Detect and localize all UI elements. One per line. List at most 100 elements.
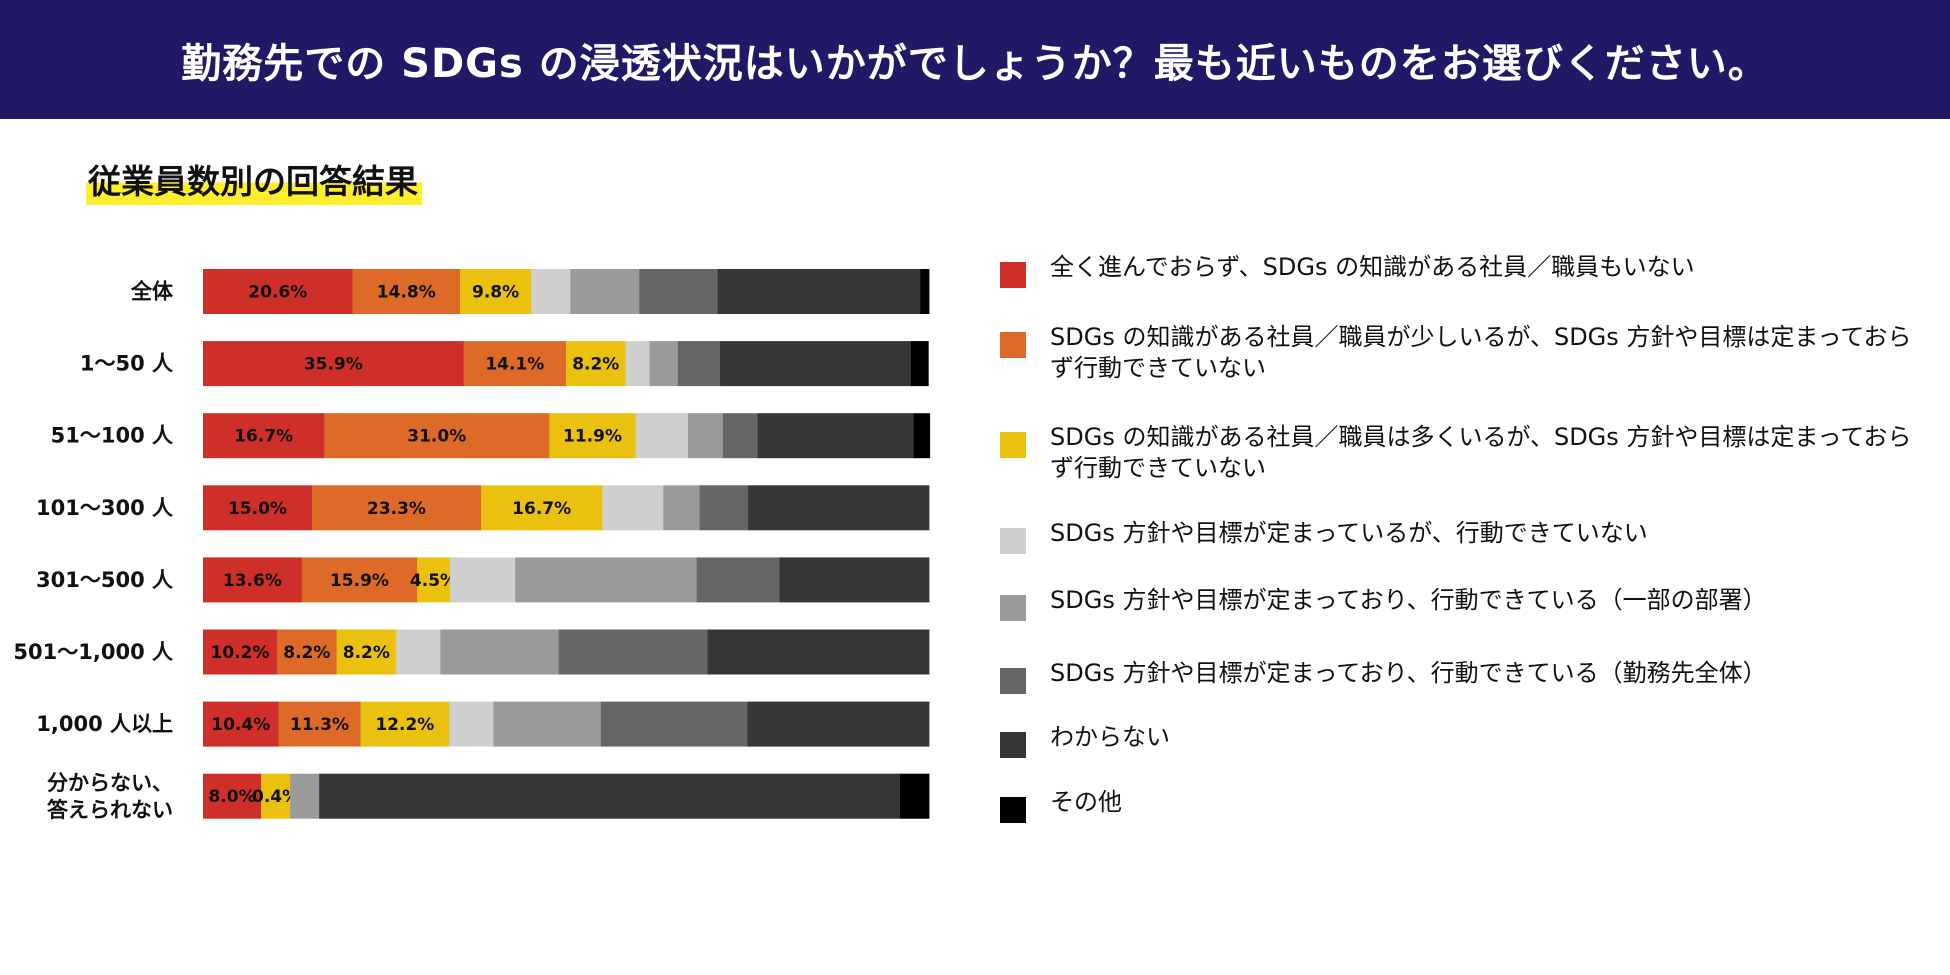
data-label: 8.2% <box>283 643 330 663</box>
category-label: 答えられない <box>47 798 173 822</box>
bar-segment <box>558 629 708 675</box>
data-label: 13.6% <box>223 571 282 591</box>
category-label: 501〜1,000 人 <box>13 640 173 664</box>
bar-segment <box>899 773 930 819</box>
bar-segment <box>639 269 719 314</box>
data-label: 35.9% <box>304 355 363 375</box>
legend-swatch <box>1000 797 1026 823</box>
bar-segment <box>570 269 640 314</box>
bar-segment <box>301 557 418 603</box>
data-label: 9.8% <box>472 283 519 303</box>
data-label: 14.8% <box>377 283 436 303</box>
data-label: 8.2% <box>572 355 619 375</box>
bar-segment <box>913 413 931 459</box>
data-label: 14.1% <box>485 355 544 375</box>
data-label: 20.6% <box>248 283 307 303</box>
legend-label: SDGs の知識がある社員／職員は多くいるが、SDGs 方針や目標は定まっておら… <box>1050 423 1912 482</box>
legend-swatch <box>1000 262 1026 288</box>
data-label: 10.2% <box>211 643 270 663</box>
legend-item: SDGs の知識がある社員／職員は多くいるが、SDGs 方針や目標は定まっておら… <box>1000 422 1930 484</box>
category-label: 51〜100 人 <box>51 424 173 448</box>
bar-segment <box>625 341 650 387</box>
bar-segment <box>324 413 550 459</box>
category-label: 全体 <box>130 280 174 304</box>
data-label: 23.3% <box>367 499 426 519</box>
bar-segment <box>649 341 679 387</box>
legend-item: 全く進んでおらず、SDGs の知識がある社員／職員もいない <box>1000 252 1930 288</box>
legend-item: SDGs 方針や目標が定まっているが、行動できていない <box>1000 518 1930 554</box>
bar-segment <box>449 557 516 603</box>
bar-segment <box>779 557 930 603</box>
bar-segment <box>493 701 602 747</box>
bar-segment <box>203 557 303 603</box>
page-title: 勤務先での SDGs の浸透状況はいかがでしょうか？最も近いものをお選びください… <box>181 40 1769 87</box>
legend-item: その他 <box>1000 787 1930 823</box>
bar-segment <box>677 341 721 387</box>
bar-segment <box>203 629 278 675</box>
data-label: 11.3% <box>290 715 349 735</box>
bar-segment <box>311 485 482 531</box>
bar-segment <box>531 269 571 314</box>
bar-segment <box>290 773 320 819</box>
bar-segment <box>460 269 532 314</box>
legend-swatch <box>1000 332 1026 358</box>
data-label: 12.2% <box>375 715 434 735</box>
bar-segment <box>203 341 465 387</box>
category-label: 1,000 人以上 <box>36 712 173 736</box>
bar-segment <box>696 557 780 603</box>
bar-segment <box>910 341 929 387</box>
bar-segment <box>515 557 698 603</box>
bar-segment <box>699 485 749 531</box>
bar-segment <box>360 701 450 747</box>
bar-segment <box>203 485 313 531</box>
legend-label: SDGs 方針や目標が定まっているが、行動できていない <box>1050 519 1648 547</box>
bar-segment <box>707 629 930 675</box>
bar-segment <box>203 773 262 819</box>
category-label: 1〜50 人 <box>80 352 173 376</box>
legend-swatch <box>1000 732 1026 758</box>
legend-label: SDGs 方針や目標が定まっており、行動できている（勤務先全体） <box>1050 659 1767 687</box>
bar-segment <box>449 701 494 747</box>
bar-segment <box>396 629 441 675</box>
legend-item: SDGs の知識がある社員／職員が少しいるが、SDGs 方針や目標は定まっておら… <box>1000 322 1930 384</box>
bar-segment <box>663 485 700 531</box>
data-label: 8.2% <box>343 643 390 663</box>
bar-segment <box>352 269 461 314</box>
stacked-bar-chart: 全体 20.6% 14.8% 9.8% 1〜50 人 35.9% 14.1% 8.2% 51〜1… <box>13 269 931 822</box>
bar-segment <box>203 413 325 459</box>
category-label: 分からない、 <box>47 771 173 795</box>
legend-label: SDGs 方針や目標が定まっており、行動できている（一部の部署） <box>1050 586 1767 614</box>
bar-segment <box>600 701 748 747</box>
header-bar: 勤務先での SDGs の浸透状況はいかがでしょうか？最も近いものをお選びください… <box>0 0 1950 119</box>
chart-subtitle: 従業員数別の回答結果 <box>86 155 422 205</box>
bar-segment <box>417 557 451 603</box>
bar-segment <box>717 269 921 314</box>
data-label: 16.7% <box>512 499 571 519</box>
legend-label: わからない <box>1050 723 1170 751</box>
bar-segment <box>748 485 930 531</box>
bar-segment <box>203 269 353 314</box>
bar-segment <box>440 629 560 675</box>
bar-segment <box>566 341 626 387</box>
data-label: 8.0% <box>208 787 255 807</box>
data-label: 15.0% <box>228 499 287 519</box>
legend-label: SDGs の知識がある社員／職員が少しいるが、SDGs 方針や目標は定まっておら… <box>1050 323 1912 382</box>
bar-segment <box>481 485 603 531</box>
bar-segment <box>602 485 664 531</box>
data-label: 15.9% <box>330 571 389 591</box>
bar-segment <box>319 773 901 819</box>
bar-segment <box>920 269 930 314</box>
data-label: 11.9% <box>563 427 622 447</box>
data-label: 0.4% <box>252 787 299 807</box>
bar-segment <box>549 413 637 459</box>
legend-swatch <box>1000 595 1026 621</box>
data-label: 31.0% <box>407 427 466 447</box>
bar-segment <box>336 629 397 675</box>
data-label: 16.7% <box>234 427 293 447</box>
data-label: 10.4% <box>211 715 270 735</box>
category-label: 101〜300 人 <box>36 496 173 520</box>
category-label: 301〜500 人 <box>36 568 173 592</box>
bar-segment <box>747 701 930 747</box>
legend-swatch <box>1000 528 1026 554</box>
bar-segment <box>278 701 361 747</box>
